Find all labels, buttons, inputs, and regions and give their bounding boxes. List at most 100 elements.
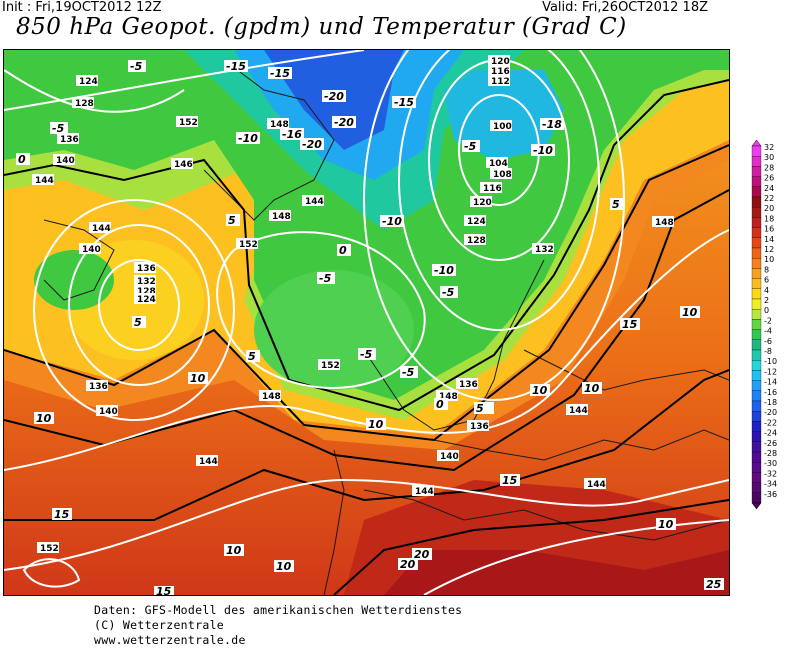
temp-label: -10 bbox=[236, 132, 260, 145]
legend-swatch bbox=[751, 421, 762, 432]
svg-text:-5: -5 bbox=[130, 60, 143, 73]
map-canvas: 124 128 136 140 144 152 148 146 144 148 … bbox=[4, 50, 729, 595]
legend-swatch bbox=[751, 411, 762, 422]
temp-label: -10 bbox=[380, 215, 404, 228]
geo-label: 100 bbox=[490, 120, 512, 132]
svg-text:152: 152 bbox=[40, 544, 59, 554]
svg-text:10: 10 bbox=[584, 382, 600, 395]
svg-text:0: 0 bbox=[18, 153, 26, 166]
svg-text:112: 112 bbox=[491, 77, 510, 87]
svg-text:144: 144 bbox=[92, 224, 111, 234]
legend-arrow-up bbox=[751, 139, 762, 147]
geo-label: 148 bbox=[652, 216, 674, 228]
legend-swatch bbox=[751, 441, 762, 453]
geo-label: 152 bbox=[37, 542, 59, 554]
geo-label: 144 bbox=[412, 485, 434, 497]
svg-text:144: 144 bbox=[199, 457, 218, 467]
svg-text:-15: -15 bbox=[226, 60, 246, 73]
valid-time: Valid: Fri,26OCT2012 18Z bbox=[542, 0, 708, 15]
geo-label: 148 bbox=[267, 118, 289, 130]
legend-label: -14 bbox=[764, 378, 777, 387]
geo-label: 116 bbox=[480, 182, 502, 194]
geo-label: 104 bbox=[486, 157, 508, 169]
geo-label: 108 bbox=[490, 168, 512, 180]
legend-label: -26 bbox=[764, 439, 777, 448]
svg-text:146: 146 bbox=[174, 160, 193, 170]
svg-text:-10: -10 bbox=[382, 215, 402, 228]
geo-label: 140 bbox=[53, 154, 75, 166]
coastlines bbox=[43, 59, 729, 595]
svg-text:5: 5 bbox=[134, 316, 142, 329]
temp-label: -5 bbox=[462, 140, 480, 153]
svg-text:15: 15 bbox=[502, 474, 518, 487]
legend-label: 10 bbox=[764, 255, 774, 264]
geo-label: 136 bbox=[134, 262, 156, 274]
geo-label: 124 bbox=[464, 215, 486, 227]
geo-label: 148 bbox=[259, 390, 281, 402]
svg-text:5: 5 bbox=[476, 402, 484, 415]
geo-label: 140 bbox=[96, 405, 118, 417]
svg-text:116: 116 bbox=[491, 67, 510, 77]
geo-label: 128 bbox=[72, 97, 94, 109]
svg-text:120: 120 bbox=[473, 198, 492, 208]
legend-swatch bbox=[751, 309, 762, 320]
temp-label: -20 bbox=[300, 138, 324, 151]
svg-text:-10: -10 bbox=[238, 132, 258, 145]
legend-swatch bbox=[751, 349, 762, 361]
legend-label: -12 bbox=[764, 367, 777, 376]
svg-text:20: 20 bbox=[400, 558, 416, 571]
svg-text:10: 10 bbox=[276, 560, 292, 573]
svg-text:136: 136 bbox=[89, 382, 108, 392]
geo-label: 112 bbox=[488, 75, 510, 87]
svg-text:136: 136 bbox=[60, 135, 79, 145]
map-title: 850 hPa Geopot. (gpdm) und Temperatur (G… bbox=[16, 14, 627, 40]
svg-text:-15: -15 bbox=[394, 96, 414, 109]
svg-text:-10: -10 bbox=[434, 264, 454, 277]
geo-label: 128 bbox=[134, 285, 156, 297]
svg-text:10: 10 bbox=[682, 306, 698, 319]
temp-label: -18 bbox=[540, 118, 564, 131]
temp-label: 10 bbox=[34, 412, 54, 425]
temp-label: 10 bbox=[366, 418, 386, 431]
legend-scale: 32302826242220181614121086420-2-4-6-8-10… bbox=[751, 139, 777, 510]
temp-label: 10 bbox=[680, 306, 700, 319]
temp-label: -15 bbox=[268, 67, 292, 80]
temp-label: 10 bbox=[274, 560, 294, 573]
legend-label: -34 bbox=[764, 480, 777, 489]
legend-label: 6 bbox=[764, 276, 769, 285]
legend-label: 24 bbox=[764, 184, 774, 193]
geo-label: 144 bbox=[32, 174, 54, 186]
svg-text:136: 136 bbox=[137, 264, 156, 274]
svg-text:5: 5 bbox=[228, 214, 236, 227]
svg-text:108: 108 bbox=[493, 170, 512, 180]
legend-label: -24 bbox=[764, 429, 777, 438]
svg-text:-16: -16 bbox=[282, 128, 302, 141]
geo-label: 152 bbox=[176, 116, 198, 128]
svg-text:-15: -15 bbox=[270, 67, 290, 80]
svg-text:148: 148 bbox=[270, 120, 289, 130]
legend-swatch bbox=[751, 176, 762, 187]
legend-arrow-down bbox=[751, 502, 762, 510]
temp-label: -5 bbox=[400, 366, 418, 379]
cold-pocket-west bbox=[34, 250, 114, 310]
color-legend: 32 30 28 26 24 22 20 18 16 14 12 10 8 6 4 2 0 -2 -4 -6 -8 -10… bbox=[750, 139, 790, 512]
legend-label: 32 bbox=[764, 143, 774, 152]
geo-label: 146 bbox=[171, 158, 193, 170]
svg-text:-5: -5 bbox=[402, 366, 415, 379]
legend-swatch bbox=[751, 400, 762, 412]
temp-label: 10 bbox=[224, 544, 244, 557]
cold-core-east bbox=[444, 70, 564, 160]
legend-swatch bbox=[751, 390, 762, 402]
svg-text:-20: -20 bbox=[324, 90, 344, 103]
svg-text:120: 120 bbox=[491, 57, 510, 67]
legend-label: 16 bbox=[764, 225, 774, 234]
svg-text:136: 136 bbox=[470, 422, 489, 432]
legend-swatch bbox=[751, 472, 762, 483]
legend-label: 4 bbox=[764, 286, 769, 295]
geopotential-labels: 124 128 136 140 144 152 148 146 144 148 … bbox=[32, 55, 674, 554]
svg-text:144: 144 bbox=[305, 197, 324, 207]
init-time: Init : Fri,19OCT2012 12Z bbox=[2, 0, 162, 15]
geo-label: 132 bbox=[532, 243, 554, 255]
geo-label: 116 bbox=[488, 65, 510, 77]
legend-swatch bbox=[751, 329, 762, 340]
